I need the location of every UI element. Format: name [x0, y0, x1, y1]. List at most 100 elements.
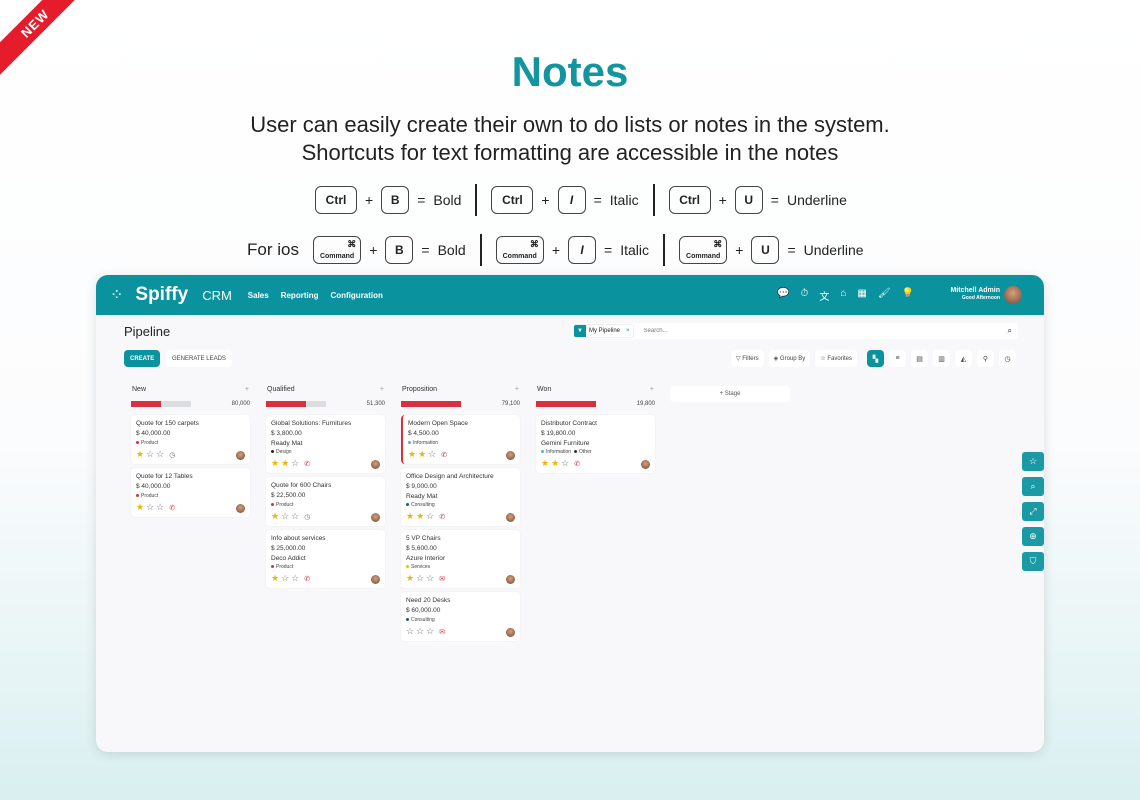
card-footer: ★ ☆ ☆ ◷: [136, 449, 245, 460]
email-icon[interactable]: ✉: [439, 575, 446, 583]
user-menu[interactable]: Mitchell Admin Good Afternoon: [950, 287, 1000, 301]
priority-star-icon[interactable]: ☆: [406, 626, 415, 636]
lead-card[interactable]: Global Solutions: Furnitures $ 3,800.00 Re…: [266, 415, 385, 473]
lead-card[interactable]: 5 VP Chairs $ 5,600.00 Azure Interior Servi…: [401, 530, 520, 588]
map-view-icon[interactable]: ⚲: [977, 350, 994, 367]
phone-icon[interactable]: ✆: [439, 513, 446, 521]
search-icon[interactable]: ⌕: [1007, 326, 1012, 335]
search-side-button[interactable]: ⌕: [1022, 477, 1044, 496]
priority-star-icon[interactable]: ★: [136, 449, 145, 459]
priority-star-icon[interactable]: ☆: [281, 573, 290, 583]
lead-card[interactable]: Modern Open Space $ 4,500.00 Information ★ ★…: [401, 415, 520, 464]
theme-icon[interactable]: 🖌: [877, 288, 891, 299]
menu-sales[interactable]: Sales: [247, 290, 269, 300]
menu-reporting[interactable]: Reporting: [280, 290, 319, 300]
phone-icon[interactable]: ✆: [169, 504, 176, 512]
layout-icon[interactable]: ▦: [857, 288, 867, 299]
email-icon[interactable]: ✉: [439, 628, 446, 636]
priority-star-icon[interactable]: ★: [281, 458, 290, 468]
priority-star-icon[interactable]: ★: [136, 502, 145, 512]
create-button[interactable]: CREATE: [124, 350, 161, 367]
apps-grid-icon[interactable]: ⁘: [110, 287, 124, 304]
zoom-icon: ⊕: [1029, 531, 1037, 541]
priority-star-icon[interactable]: ★: [541, 458, 550, 468]
assignee-avatar: [641, 460, 650, 469]
progress-remaining: [161, 400, 191, 407]
graph-view-icon[interactable]: ◭: [955, 350, 972, 367]
priority-star-icon[interactable]: ☆: [428, 449, 437, 459]
clock-icon[interactable]: ◷: [304, 513, 311, 521]
priority-star-icon[interactable]: ☆: [156, 502, 165, 512]
phone-icon[interactable]: ✆: [304, 575, 311, 583]
format-bold: Bold: [437, 242, 466, 258]
user-avatar[interactable]: [1004, 286, 1022, 304]
priority-star-icon[interactable]: ★: [408, 449, 417, 459]
phone-icon[interactable]: ✆: [574, 460, 581, 468]
calendar-view-icon[interactable]: ▤: [911, 350, 928, 367]
priority-star-icon[interactable]: ☆: [426, 626, 435, 636]
phone-icon[interactable]: ✆: [304, 460, 311, 468]
tag-label: Product: [276, 564, 294, 570]
expand-side-button[interactable]: ⤢: [1022, 502, 1044, 521]
filters-button[interactable]: ▽ Filters: [731, 350, 764, 367]
priority-star-icon[interactable]: ★: [271, 573, 280, 583]
zoom-side-button[interactable]: ⊕: [1022, 527, 1044, 546]
priority-star-icon[interactable]: ★: [416, 511, 425, 521]
search-input[interactable]: [643, 328, 1008, 334]
lead-card[interactable]: Quote for 600 Chairs $ 22,500.00 Product ★ ☆…: [266, 477, 385, 526]
brand-logo[interactable]: Spiffy: [135, 284, 189, 305]
priority-star-icon[interactable]: ☆: [146, 502, 155, 512]
facet-remove-icon[interactable]: ×: [626, 328, 630, 334]
lead-card[interactable]: Need 20 Desks $ 60,000.00 Consulting ☆ ☆ ☆ ✉: [401, 592, 520, 641]
translate-icon[interactable]: 文: [819, 292, 830, 303]
priority-star-icon[interactable]: ★: [406, 511, 415, 521]
assignee-avatar: [371, 460, 380, 469]
command-label: Command: [502, 253, 537, 260]
priority-star-icon[interactable]: ☆: [561, 458, 570, 468]
priority-star-icon[interactable]: ☆: [426, 511, 435, 521]
clock-icon[interactable]: ◷: [169, 451, 176, 459]
priority-star-icon[interactable]: ★: [271, 458, 280, 468]
priority-star-icon[interactable]: ☆: [291, 511, 300, 521]
generate-leads-button[interactable]: GENERATE LEADS: [166, 350, 232, 367]
search-facet[interactable]: ▼ My Pipeline ×: [573, 324, 634, 338]
priority-star-icon[interactable]: ☆: [426, 573, 435, 583]
chat-icon[interactable]: 💬: [777, 288, 790, 299]
card-footer: ★ ☆ ☆ ✉: [406, 573, 515, 584]
list-view-icon[interactable]: ≡: [889, 350, 906, 367]
star-side-button[interactable]: ☆: [1022, 452, 1044, 471]
phone-icon[interactable]: ✆: [441, 451, 448, 459]
menu-configuration[interactable]: Configuration: [330, 290, 383, 300]
lead-card[interactable]: Quote for 150 carpets $ 40,000.00 Product ★…: [131, 415, 250, 464]
priority-star-icon[interactable]: ★: [406, 573, 415, 583]
favorites-button[interactable]: ☆ Favorites: [815, 350, 857, 367]
priority-star-icon[interactable]: ☆: [416, 626, 425, 636]
activity-clock-icon[interactable]: ⏱: [800, 288, 809, 299]
activity-view-icon[interactable]: ◷: [999, 350, 1016, 367]
priority-star-icon[interactable]: ★: [271, 511, 280, 521]
tips-bulb-icon[interactable]: 💡: [901, 288, 914, 299]
group-by-button[interactable]: ◈ Group By: [768, 350, 811, 367]
lead-card[interactable]: Office Design and Architecture $ 9,000.00…: [401, 468, 520, 526]
add-stage-button[interactable]: + Stage: [670, 386, 790, 402]
lead-card[interactable]: Distributor Contract $ 19,800.00 Gemini Fu…: [536, 415, 655, 473]
bookmark-side-button[interactable]: ⛉: [1022, 552, 1044, 571]
add-card-icon[interactable]: +: [379, 386, 384, 393]
add-card-icon[interactable]: +: [244, 386, 249, 393]
priority-star-icon[interactable]: ☆: [146, 449, 155, 459]
priority-star-icon[interactable]: ☆: [156, 449, 165, 459]
lead-card[interactable]: Quote for 12 Tables $ 40,000.00 Product ★ ☆ ☆…: [131, 468, 250, 517]
company-icon[interactable]: ⌂: [840, 288, 847, 299]
priority-star-icon[interactable]: ☆: [281, 511, 290, 521]
priority-star-icon[interactable]: ★: [418, 449, 427, 459]
pivot-view-icon[interactable]: ▥: [933, 350, 950, 367]
priority-star-icon[interactable]: ☆: [291, 458, 300, 468]
priority-star-icon[interactable]: ☆: [416, 573, 425, 583]
add-card-icon[interactable]: +: [649, 386, 654, 393]
add-card-icon[interactable]: +: [514, 386, 519, 393]
lead-card[interactable]: Info about services $ 25,000.00 Deco Addic…: [266, 530, 385, 588]
priority-star-icon[interactable]: ★: [551, 458, 560, 468]
view-toolbar: ▽ Filters ◈ Group By ☆ Favorites ▚ ≡ ▤ ▥ ◭ ⚲ ◷: [731, 350, 1016, 367]
priority-star-icon[interactable]: ☆: [291, 573, 300, 583]
kanban-view-icon[interactable]: ▚: [867, 350, 884, 367]
